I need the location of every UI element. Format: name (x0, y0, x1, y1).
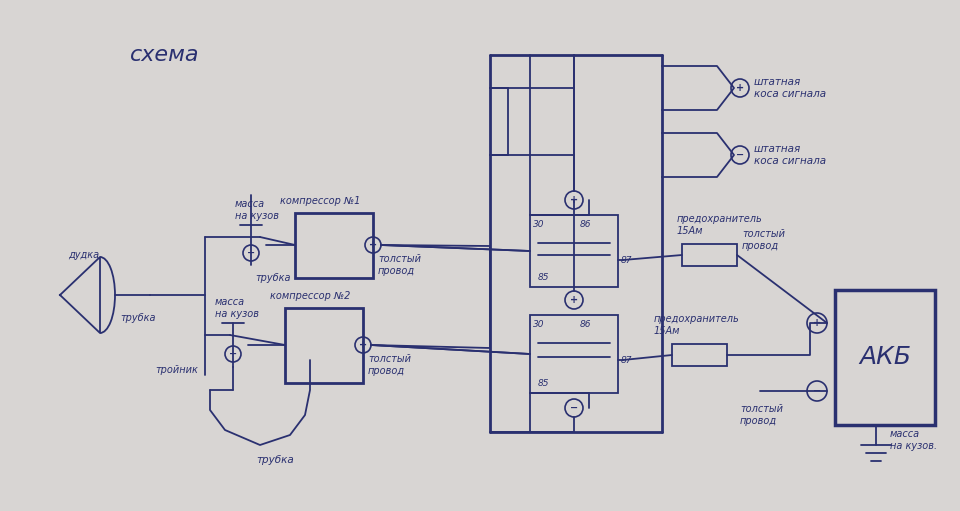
Text: −: − (247, 248, 255, 258)
Text: масса
на кузов.: масса на кузов. (890, 429, 937, 451)
Text: трубка: трубка (120, 313, 156, 323)
Text: толстый
провод: толстый провод (368, 354, 411, 376)
Text: штатная
коса сигнала: штатная коса сигнала (754, 77, 827, 99)
Text: +: + (359, 340, 367, 350)
Text: трубка: трубка (256, 455, 294, 465)
Bar (285, 308, 363, 383)
Text: предохранитель
15Ам: предохранитель 15Ам (677, 214, 763, 236)
Bar (530, 315, 618, 393)
Bar (672, 344, 727, 366)
Text: схема: схема (130, 45, 200, 65)
Text: 30: 30 (533, 320, 544, 329)
Text: +: + (736, 83, 744, 93)
Text: 87: 87 (621, 256, 633, 265)
Text: 85: 85 (538, 273, 549, 282)
Text: АКБ: АКБ (859, 345, 911, 369)
Text: масса
на кузов: масса на кузов (235, 199, 279, 221)
Text: компрессор №2: компрессор №2 (270, 291, 350, 301)
Text: 87: 87 (621, 356, 633, 364)
Text: толстый
провод: толстый провод (742, 229, 785, 251)
Text: тройник: тройник (155, 365, 198, 375)
Text: 86: 86 (580, 220, 591, 229)
Text: 86: 86 (580, 320, 591, 329)
Text: предохранитель
15Ам: предохранитель 15Ам (654, 314, 740, 336)
Text: +: + (570, 295, 578, 305)
Text: +: + (813, 318, 821, 328)
Text: масса
на кузов: масса на кузов (215, 297, 259, 319)
Bar (295, 213, 373, 278)
Text: толстый
провод: толстый провод (378, 254, 421, 276)
Text: +: + (369, 240, 377, 250)
Text: дудка: дудка (68, 250, 99, 260)
Bar (682, 244, 737, 266)
Text: −: − (228, 349, 237, 359)
Bar (530, 215, 618, 287)
Text: толстый
провод: толстый провод (740, 404, 783, 426)
Text: −: − (813, 386, 821, 396)
Text: +: + (570, 195, 578, 205)
Text: −: − (570, 403, 578, 413)
Text: компрессор №1: компрессор №1 (280, 196, 360, 206)
Text: −: − (736, 150, 744, 160)
Text: 85: 85 (538, 379, 549, 388)
Text: трубка: трубка (255, 273, 291, 283)
Text: штатная
коса сигнала: штатная коса сигнала (754, 144, 827, 166)
Text: 30: 30 (533, 220, 544, 229)
Bar (835, 290, 935, 425)
